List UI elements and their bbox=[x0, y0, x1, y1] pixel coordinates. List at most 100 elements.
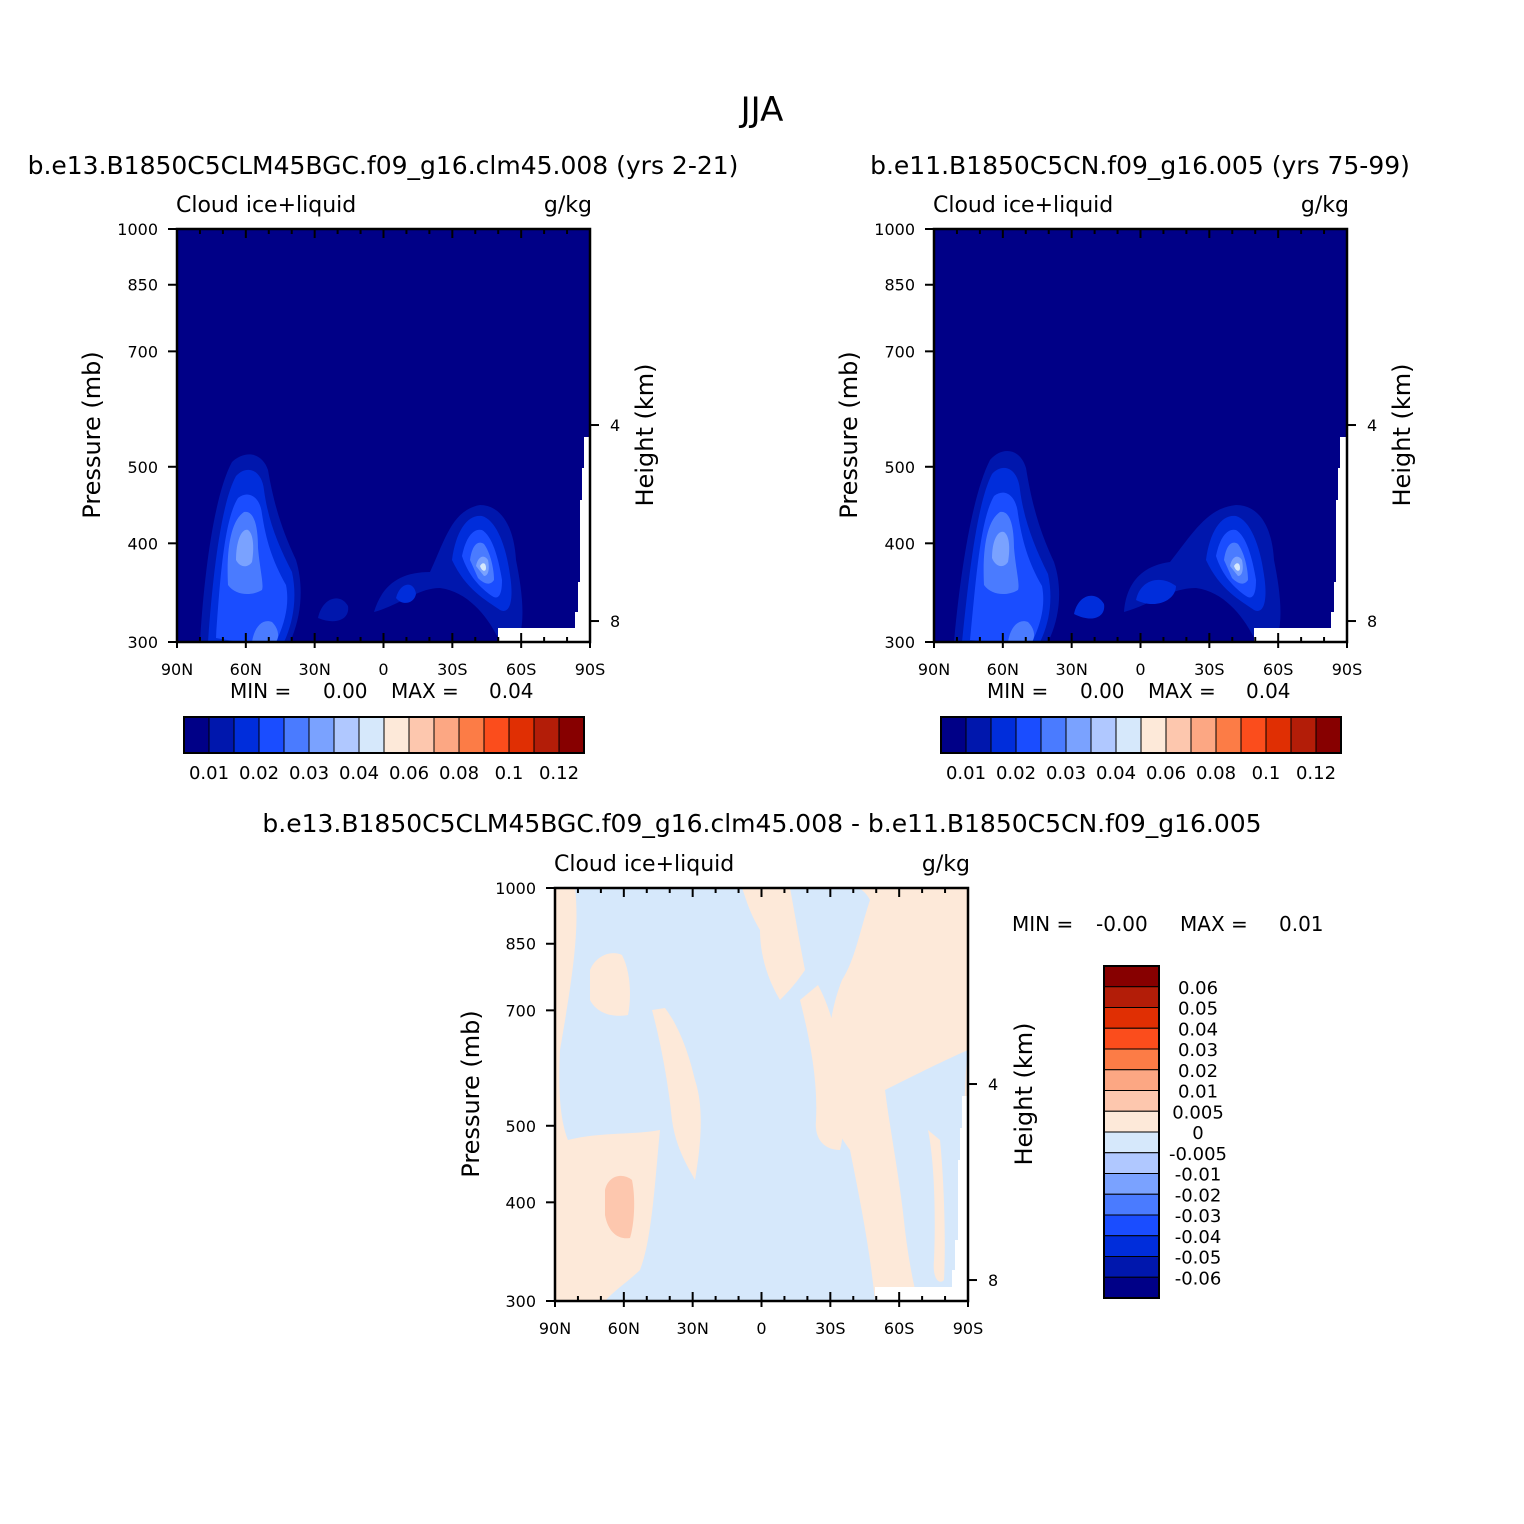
y-tick-label: 500 bbox=[505, 1117, 536, 1136]
colorbar-label: -0.01 bbox=[1175, 1165, 1222, 1186]
max-label: MAX = bbox=[1180, 912, 1248, 936]
colorbar-label: 0.01 bbox=[946, 763, 986, 784]
positive-island-eq bbox=[652, 1008, 701, 1180]
panel-difference: b.e13.B1850C5CLM45BGC.f09_g16.clm45.008 … bbox=[262, 809, 1323, 1338]
colorbar-swatch bbox=[1165, 716, 1192, 754]
x-tick-label: 30N bbox=[299, 660, 331, 679]
x-tick-label: 30S bbox=[815, 1319, 846, 1338]
panel-title: b.e11.B1850C5CN.f09_g16.005 (yrs 75-99) bbox=[870, 151, 1410, 180]
contour-eq-level1 bbox=[1074, 595, 1105, 619]
x-tick-label: 60S bbox=[1263, 660, 1294, 679]
units-label: g/kg bbox=[544, 193, 592, 218]
ticks-b bbox=[925, 228, 1356, 648]
colorbar-label: 0.1 bbox=[495, 763, 524, 784]
colorbar-label: -0.03 bbox=[1175, 1206, 1222, 1227]
colorbar-swatch bbox=[1215, 716, 1242, 754]
negative-region-sh bbox=[885, 1050, 968, 1301]
panel-model-a: b.e13.B1850C5CLM45BGC.f09_g16.clm45.008 … bbox=[28, 151, 739, 784]
colorbar-a: 0.01 0.02 0.03 0.04 0.06 0.08 0.1 0.12 bbox=[183, 716, 585, 784]
colorbar-swatch bbox=[1103, 1276, 1160, 1299]
colorbar-swatch bbox=[1103, 1131, 1160, 1154]
colorbar-swatch bbox=[483, 716, 510, 754]
y-tick-label: 850 bbox=[505, 935, 536, 954]
colorbar-label: 0.1 bbox=[1252, 763, 1281, 784]
units-label: g/kg bbox=[1301, 193, 1349, 218]
colorbar-label: 0.01 bbox=[189, 763, 229, 784]
y-tick-label: 500 bbox=[884, 458, 915, 477]
min-value: -0.00 bbox=[1096, 912, 1148, 936]
x-tick-label: 30S bbox=[437, 660, 468, 679]
y-tick-label: 1000 bbox=[495, 879, 536, 898]
min-label: MIN = bbox=[1012, 912, 1073, 936]
missing-data-region bbox=[1254, 437, 1347, 642]
colorbar-label: 0.12 bbox=[539, 763, 579, 784]
colorbar-label: 0.04 bbox=[1096, 763, 1136, 784]
y-tick-label: 300 bbox=[127, 633, 158, 652]
tick-labels-a: 90N 60N 30N 0 30S 60S 90S 300 400 500 700 850 1000 8 4 bbox=[117, 220, 620, 679]
colorbar-swatch bbox=[558, 716, 585, 754]
colorbar-swatch bbox=[990, 716, 1017, 754]
colorbar-swatch bbox=[1103, 1256, 1160, 1278]
variable-label: Cloud ice+liquid bbox=[176, 193, 356, 218]
contour-sh-level6 bbox=[1234, 563, 1240, 571]
tick-labels-b: 90N 60N 30N 0 30S 60S 90S 300 400 500 700 850 1000 8 4 bbox=[874, 220, 1377, 679]
contour-eq-lowlevel bbox=[396, 584, 416, 603]
colorbar-swatch bbox=[1090, 716, 1117, 754]
colorbar-swatch bbox=[1103, 1090, 1160, 1112]
colorbar-swatch bbox=[383, 716, 410, 754]
positive-sliver-sh bbox=[928, 1130, 945, 1282]
colorbar-swatch bbox=[308, 716, 335, 754]
y-tick-label: 1000 bbox=[874, 220, 915, 239]
colorbar-swatch bbox=[358, 716, 385, 754]
right-tick-label: 8 bbox=[1367, 612, 1377, 631]
y-tick-label: 500 bbox=[127, 458, 158, 477]
contour-field bbox=[555, 888, 968, 1301]
colorbar-swatch bbox=[1103, 1069, 1160, 1091]
x-tick-label: 0 bbox=[756, 1319, 766, 1338]
colorbar-frame bbox=[183, 716, 585, 754]
contour-nh-lowlevel bbox=[1008, 621, 1035, 642]
x-tick-label: 60S bbox=[506, 660, 537, 679]
colorbar-swatch bbox=[1103, 1110, 1160, 1133]
colorbar-swatch bbox=[208, 716, 235, 754]
colorbar-label: -0.005 bbox=[1169, 1144, 1227, 1165]
colorbar-label: 0.03 bbox=[289, 763, 329, 784]
colorbar-swatch bbox=[1103, 1152, 1160, 1174]
contour-sh-level6 bbox=[480, 563, 486, 571]
colorbar-swatch bbox=[1103, 1214, 1160, 1237]
colorbar-c: 0.060.050.040.030.020.010.0050-0.005-0.0… bbox=[1103, 965, 1227, 1299]
colorbar-swatch bbox=[1103, 986, 1160, 1008]
colorbar-label: 0.01 bbox=[1178, 1082, 1218, 1103]
y-tick-label: 400 bbox=[127, 534, 158, 553]
missing-data-region bbox=[498, 437, 590, 642]
colorbar-swatch bbox=[533, 716, 560, 754]
colorbar-swatch bbox=[1103, 1235, 1160, 1257]
colorbar-frame bbox=[940, 716, 1342, 754]
right-tick-label: 8 bbox=[610, 612, 620, 631]
contour-eq-level1 bbox=[318, 598, 349, 622]
y-tick-label: 850 bbox=[127, 276, 158, 295]
units-label: g/kg bbox=[922, 852, 970, 877]
right-tick-label: 4 bbox=[988, 1075, 998, 1094]
y-tick-label: 850 bbox=[884, 276, 915, 295]
colorbar-swatch bbox=[233, 716, 260, 754]
colorbar-swatch bbox=[1190, 716, 1217, 754]
colorbar-label: 0.02 bbox=[239, 763, 279, 784]
x-tick-label: 60N bbox=[608, 1319, 640, 1338]
max-label: MAX = bbox=[1148, 679, 1216, 703]
y-axis-label: Pressure (mb) bbox=[78, 351, 106, 518]
colorbar-label: 0.04 bbox=[1178, 1019, 1218, 1040]
right-tick-label: 4 bbox=[1367, 416, 1377, 435]
colorbar-label: -0.05 bbox=[1175, 1248, 1222, 1269]
colorbar-swatch bbox=[965, 716, 992, 754]
right-axis-label: Height (km) bbox=[631, 364, 659, 507]
right-axis-label: Height (km) bbox=[1010, 1023, 1038, 1166]
max-value: 0.04 bbox=[1246, 679, 1291, 703]
x-tick-label: 30N bbox=[677, 1319, 709, 1338]
x-tick-label: 90S bbox=[953, 1319, 984, 1338]
colorbar-label: 0.03 bbox=[1178, 1040, 1218, 1061]
y-tick-label: 700 bbox=[884, 342, 915, 361]
negative-region-main bbox=[559, 888, 875, 1301]
ticks-a bbox=[168, 228, 599, 648]
